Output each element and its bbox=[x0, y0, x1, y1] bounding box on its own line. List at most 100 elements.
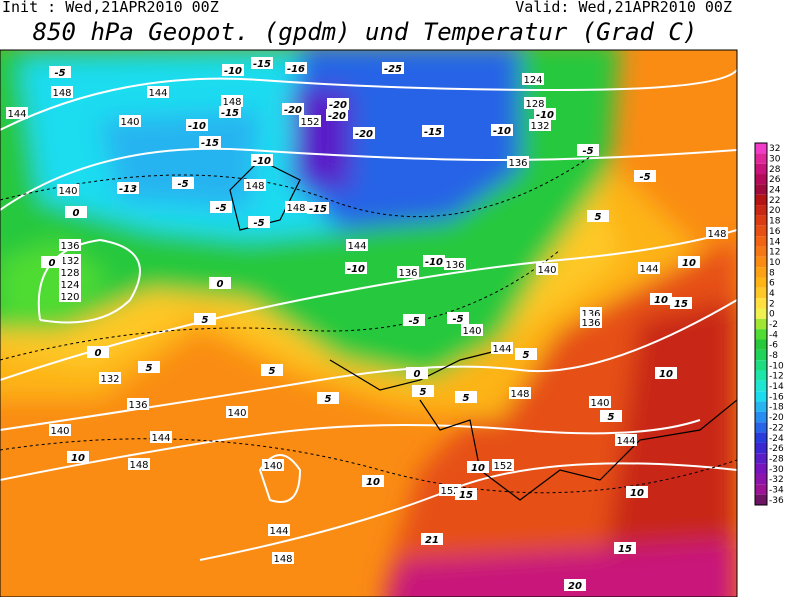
geopotential-label: 124 bbox=[523, 75, 542, 86]
geopotential-label-bg bbox=[397, 266, 419, 278]
colorbar-label: -10 bbox=[769, 361, 784, 371]
colorbar-label: -28 bbox=[769, 454, 784, 464]
temperature-label: -10 bbox=[224, 66, 242, 77]
colorbar-label: -32 bbox=[769, 475, 784, 485]
geopotential-label: 136 bbox=[128, 400, 147, 411]
geopotential-label: 148 bbox=[286, 203, 305, 214]
temperature-label: -10 bbox=[188, 121, 206, 132]
geopotential-label-bg bbox=[59, 254, 81, 266]
temperature-label-bg bbox=[248, 216, 270, 228]
colorbar-swatch bbox=[755, 174, 767, 185]
colorbar-label: -16 bbox=[769, 392, 784, 402]
geopotential-label: 128 bbox=[60, 268, 79, 279]
temperature-label-bg bbox=[587, 210, 609, 222]
temperature-label-bg bbox=[251, 57, 273, 69]
geopotential-label: 128 bbox=[525, 99, 544, 110]
colorbar-label: 12 bbox=[769, 248, 780, 258]
geopotential-label: 140 bbox=[462, 326, 481, 337]
temperature-label-bg bbox=[515, 348, 537, 360]
temperature-label: 10 bbox=[654, 295, 668, 306]
valid-time: Valid: Wed,21APR2010 00Z bbox=[515, 0, 732, 16]
temperature-label: 5 bbox=[269, 366, 276, 377]
colorbar-swatch bbox=[755, 163, 767, 175]
temperature-label: -10 bbox=[425, 257, 443, 268]
geopotential-label: 136 bbox=[445, 260, 464, 271]
temperature-label-bg bbox=[634, 170, 656, 182]
colorbar-swatch bbox=[755, 143, 767, 154]
temperature-label: -10 bbox=[493, 126, 511, 137]
temperature-label-bg bbox=[219, 106, 241, 118]
geopotential-label-bg bbox=[580, 316, 602, 328]
geopotential-label-bg bbox=[299, 115, 321, 127]
geopotential-label: 120 bbox=[60, 292, 79, 303]
geopotential-label-bg bbox=[128, 458, 150, 470]
colorbar-swatch bbox=[755, 473, 767, 485]
temperature-label-bg bbox=[194, 313, 216, 325]
colorbar-swatch bbox=[755, 494, 767, 505]
temperature-label: 5 bbox=[202, 315, 209, 326]
geopotential-label: 148 bbox=[222, 97, 241, 108]
colorbar-swatch bbox=[755, 246, 767, 257]
colorbar-swatch bbox=[755, 329, 767, 340]
geopotential-label-bg bbox=[221, 95, 243, 107]
geopotential-label: 152 bbox=[300, 117, 319, 128]
temperature-label: 0 bbox=[217, 279, 224, 290]
colorbar-swatch bbox=[755, 453, 767, 464]
geopotential-label: 144 bbox=[148, 88, 167, 99]
temperature-label: 5 bbox=[420, 387, 427, 398]
colorbar-swatch bbox=[755, 256, 767, 268]
colorbar-label: -36 bbox=[769, 496, 784, 506]
colorbar-label: 2 bbox=[769, 299, 775, 309]
colorbar-label: -20 bbox=[769, 413, 784, 423]
geopotential-label: 148 bbox=[510, 389, 529, 400]
colorbar-label: 30 bbox=[769, 155, 781, 165]
colorbar-label: 22 bbox=[769, 196, 780, 206]
temperature-label-bg bbox=[285, 62, 307, 74]
geopotential-label: 144 bbox=[151, 433, 170, 444]
temperature-label: -5 bbox=[253, 218, 264, 229]
temperature-label: -15 bbox=[221, 108, 239, 119]
init-time: Init : Wed,21APR2010 00Z bbox=[2, 0, 219, 16]
temperature-label-bg bbox=[467, 461, 489, 473]
geopotential-label-bg bbox=[706, 227, 728, 239]
temperature-label: 20 bbox=[568, 581, 582, 592]
colorbar-label: -4 bbox=[769, 330, 778, 340]
temperature-label-bg bbox=[117, 182, 139, 194]
temperature-label-bg bbox=[209, 277, 231, 289]
geopotential-label-bg bbox=[59, 290, 81, 302]
temperature-label: 15 bbox=[674, 299, 688, 310]
temperature-label-bg bbox=[199, 136, 221, 148]
temperature-label: -13 bbox=[119, 184, 137, 195]
contours bbox=[0, 69, 737, 561]
temperature-label-bg bbox=[382, 62, 404, 74]
geopotential-label: 140 bbox=[120, 117, 139, 128]
temperature-label: -25 bbox=[384, 64, 402, 75]
temperature-label: 5 bbox=[463, 393, 470, 404]
temperature-label: 5 bbox=[608, 412, 615, 423]
colorbar-label: -26 bbox=[769, 444, 784, 454]
colorbar-label: -34 bbox=[769, 485, 784, 495]
colorbar-swatch bbox=[755, 215, 767, 226]
temperature-label-bg bbox=[362, 475, 384, 487]
temperature-label-bg bbox=[614, 542, 636, 554]
temperature-label: 15 bbox=[618, 544, 632, 555]
temperature-label: -15 bbox=[201, 138, 219, 149]
colorbar-label: -22 bbox=[769, 423, 784, 433]
temperature-label: 0 bbox=[414, 369, 421, 380]
geopotential-label: 148 bbox=[707, 229, 726, 240]
geopotential-label: 124 bbox=[60, 280, 79, 291]
colorbar-label: 18 bbox=[769, 217, 781, 227]
temperature-label: 0 bbox=[73, 208, 80, 219]
temperature-label-bg bbox=[261, 364, 283, 376]
temperature-label: 10 bbox=[682, 258, 696, 269]
geopotential-label-bg bbox=[615, 434, 637, 446]
temperature-label: -5 bbox=[408, 316, 419, 327]
geopotential-label: 148 bbox=[129, 460, 148, 471]
colorbar-swatch bbox=[755, 463, 767, 474]
colorbar-frame bbox=[754, 142, 768, 506]
geopotential-label-bg bbox=[589, 396, 611, 408]
geopotential-label-bg bbox=[59, 239, 81, 251]
geopotential-label: 148 bbox=[273, 554, 292, 565]
geopotential-label-bg bbox=[59, 278, 81, 290]
temperature-label: -20 bbox=[328, 111, 346, 122]
